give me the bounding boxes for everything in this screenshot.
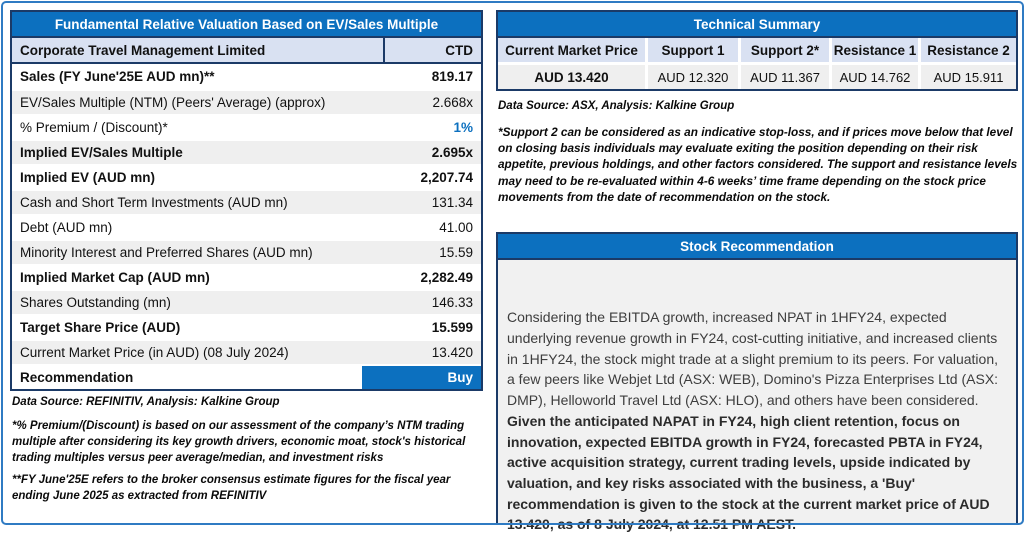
support2-value: AUD 11.367: [741, 65, 829, 89]
row-value: 2,207.74: [420, 170, 473, 185]
technical-footnotes: Data Source: ASX, Analysis: Kalkine Grou…: [496, 99, 1018, 205]
valuation-footnote-premium: *% Premium/(Discount) is based on our as…: [12, 419, 466, 464]
row-value: 13.420: [431, 345, 473, 360]
current-market-price-value: AUD 13.420: [498, 65, 645, 89]
valuation-rows: Sales (FY June'25E AUD mn)** 819.17 EV/S…: [12, 64, 481, 389]
table-row: Sales (FY June'25E AUD mn)** 819.17: [12, 64, 481, 89]
technical-footnote-support2: *Support 2 can be considered as an indic…: [498, 124, 1018, 204]
report-content: Fundamental Relative Valuation Based on …: [10, 10, 1018, 532]
row-value: 2.668x: [432, 95, 473, 110]
row-label: Target Share Price (AUD): [20, 320, 181, 335]
resistance2-value: AUD 15.911: [921, 65, 1016, 89]
column-header: Current Market Price: [498, 38, 645, 62]
table-row: Implied Market Cap (AUD mn) 2,282.49: [12, 264, 481, 289]
valuation-data-source: Data Source: REFINITIV, Analysis: Kalkin…: [12, 396, 280, 408]
recommendation-row: Recommendation Buy: [12, 364, 481, 389]
support1-value: AUD 12.320: [648, 65, 738, 89]
stock-recommendation-box: Stock Recommendation Considering the EBI…: [496, 232, 1018, 532]
row-value: 15.59: [439, 245, 473, 260]
table-row: % Premium / (Discount)* 1%: [12, 114, 481, 139]
stock-recommendation-title: Stock Recommendation: [498, 234, 1016, 261]
row-value: 2,282.49: [420, 270, 473, 285]
stock-recommendation-text: Considering the EBITDA growth, increased…: [498, 260, 1016, 532]
valuation-table: Fundamental Relative Valuation Based on …: [10, 10, 483, 391]
row-label: Implied EV (AUD mn): [20, 170, 156, 185]
buy-recommendation-badge: Buy: [362, 366, 481, 389]
row-label: Current Market Price (in AUD) (08 July 2…: [20, 345, 289, 360]
column-header: Resistance 1: [832, 38, 918, 62]
table-row: Current Market Price (in AUD) (08 July 2…: [12, 339, 481, 364]
column-header: Support 2*: [741, 38, 829, 62]
technical-column: Technical Summary Current Market Price S…: [496, 10, 1018, 532]
row-label: Sales (FY June'25E AUD mn)**: [20, 69, 215, 84]
technical-summary-grid: Current Market Price Support 1 Support 2…: [498, 38, 1016, 89]
table-row: Shares Outstanding (mn) 146.33: [12, 289, 481, 314]
row-value: 819.17: [431, 69, 473, 84]
table-row: Implied EV/Sales Multiple 2.695x: [12, 139, 481, 164]
technical-summary-table: Technical Summary Current Market Price S…: [496, 10, 1018, 91]
valuation-table-title: Fundamental Relative Valuation Based on …: [12, 12, 481, 38]
row-value: 146.33: [431, 295, 473, 310]
table-row: Minority Interest and Preferred Shares (…: [12, 239, 481, 264]
row-label: Cash and Short Term Investments (AUD mn): [20, 195, 288, 210]
column-header: Resistance 2: [921, 38, 1016, 62]
row-label: % Premium / (Discount)*: [20, 120, 168, 135]
valuation-footnotes: Data Source: REFINITIV, Analysis: Kalkin…: [10, 395, 483, 505]
table-row: Cash and Short Term Investments (AUD mn)…: [12, 189, 481, 214]
row-label: Implied EV/Sales Multiple: [20, 145, 183, 160]
valuation-footnote-fy25: **FY June'25E refers to the broker conse…: [12, 474, 451, 503]
row-label: Minority Interest and Preferred Shares (…: [20, 245, 313, 260]
technical-summary-title: Technical Summary: [498, 12, 1016, 38]
resistance1-value: AUD 14.762: [832, 65, 918, 89]
row-label: EV/Sales Multiple (NTM) (Peers' Average)…: [20, 95, 326, 110]
row-value: 131.34: [431, 195, 473, 210]
company-name: Corporate Travel Management Limited: [20, 43, 266, 58]
recommendation-text-bold: Given the anticipated NAPAT in FY24, hig…: [507, 412, 990, 533]
row-value: 41.00: [439, 220, 473, 235]
table-row: Implied EV (AUD mn) 2,207.74: [12, 164, 481, 189]
technical-data-source: Data Source: ASX, Analysis: Kalkine Grou…: [498, 100, 735, 112]
table-row: Debt (AUD mn) 41.00: [12, 214, 481, 239]
table-row: EV/Sales Multiple (NTM) (Peers' Average)…: [12, 89, 481, 114]
row-label: Debt (AUD mn): [20, 220, 113, 235]
row-value-premium: 1%: [453, 120, 473, 135]
row-value: 15.599: [431, 320, 473, 335]
valuation-company-row: Corporate Travel Management Limited CTD: [12, 38, 481, 64]
valuation-column: Fundamental Relative Valuation Based on …: [10, 10, 483, 525]
table-row: Target Share Price (AUD) 15.599: [12, 314, 481, 339]
row-value: 2.695x: [431, 145, 473, 160]
row-label: Recommendation: [20, 370, 134, 385]
recommendation-text-regular: Considering the EBITDA growth, increased…: [507, 309, 999, 409]
row-label: Shares Outstanding (mn): [20, 295, 171, 310]
company-ticker: CTD: [383, 38, 481, 62]
row-label: Implied Market Cap (AUD mn): [20, 270, 210, 285]
column-header: Support 1: [648, 38, 738, 62]
